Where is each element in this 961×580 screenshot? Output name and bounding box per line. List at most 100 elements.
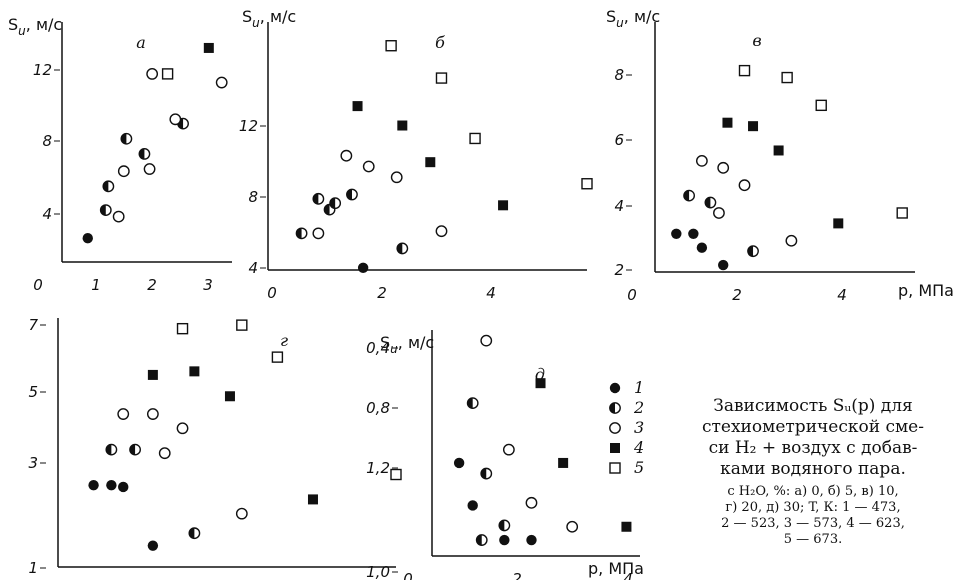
panel-4-series3-point-3 [235,507,248,520]
panel-4-letter: г [280,331,288,350]
panel-3-series1-point-3 [717,259,729,271]
caption-note-4: 5 — 673. [783,532,843,547]
panel-5-series2-point-0 [466,397,479,410]
caption-line-4: ками водяного пара. [720,459,906,479]
legend-label-4: 4 [633,438,644,457]
panel-4-series2-point-0 [105,443,118,456]
panel-1-series3-point-2 [143,163,156,175]
panel-1-series4-point-0 [203,42,214,53]
panel-3-ytick-2: 6 [614,131,624,149]
panel-5-series1-point-0 [453,457,465,469]
panel-2-ytick-0: 4 [248,259,258,277]
panel-4-series3-point-2 [176,422,189,435]
panel-3-ytick-0: 2 [614,261,624,279]
panel-2-ytick-2: 12 [239,117,258,135]
panel-1-series2-point-0 [99,204,112,217]
panel-4-ytick-1: 3 [28,454,38,472]
panel-5-series3-point-3 [566,520,579,533]
panel-2-series2-point-3-fill [329,197,336,209]
panel-3-y-axis-label: Su, м/с [606,7,660,30]
panel-3-series1-point-1 [688,228,699,240]
panel-5-xtick-0: 0 [403,570,413,580]
panel-5-series2-point-1-fill [481,468,487,479]
panel-2-series2-point-0 [295,227,308,240]
panel-1-series3-point-4 [169,113,182,126]
panel-1-series2-point-3 [138,147,151,160]
panel-1-series2-point-1 [102,180,115,193]
caption-line-1: Зависимость Sᵤ(p) для [713,396,913,416]
panel-1-series3-point-3 [146,67,159,80]
panel-4-series4-point-3 [307,494,318,505]
panel-3-series3-point-3 [738,179,751,192]
panel-2-series2-point-4-fill [346,189,352,200]
panel-3-xtick-2: 2 [732,286,742,304]
panel-4-series2-point-1 [129,443,141,456]
panel-3-xtick-4: 4 [837,286,847,304]
panel-2-series4-point-1 [397,120,408,131]
panel-4-series2-point-2 [188,527,201,540]
panel-3-x-axis-label: p, МПа [898,281,954,300]
panel-1-series2-point-1-fill [103,181,109,192]
panel-2: 0 2 4 4 8 12 Su, м/с б [239,7,593,302]
panel-2-letter: б [435,33,445,52]
panel-5-xtick-2: 2 [512,570,522,580]
panel-5-series2-point-1 [480,467,493,480]
panel-4-ytick-0: 1 [28,559,38,577]
panel-2-series3-point-3 [390,171,403,184]
panel-2-series3-point-1 [340,149,353,162]
panel-5-series2-point-2-fill [499,520,505,531]
caption-note-1: c H₂O, %: а) 0, б) 5, в) 10, [727,484,899,499]
panel-3-series5-point-1 [781,71,793,84]
panel-2-series2-point-4 [346,188,358,201]
panel-4-series3-point-1 [146,408,159,420]
legend-label-5: 5 [634,458,644,477]
caption-line-2: стехиометрической сме- [701,417,924,437]
panel-3-ytick-3: 8 [614,66,624,84]
panel-1-series2-point-2-fill [121,133,127,144]
panel-3-series5-point-0 [738,64,751,77]
legend-series3-point-2 [609,422,621,434]
panel-4-series4-point-1 [189,366,200,377]
panel-4-series2-point-1-fill [129,444,136,455]
legend-series5-point-4 [609,462,621,474]
panel-4-series3-point-4 [158,447,171,460]
panel-4-series2-point-0-fill [106,444,112,455]
panel-4-series2-point-2-fill [189,528,195,539]
panel-3-series3-point-1 [713,207,725,219]
panel-3-xtick-0: 0 [627,286,637,304]
panel-4-series5-point-2 [271,351,284,363]
panel-5-series4-point-2 [621,521,632,532]
panel-1-series5-point-0 [161,68,174,80]
panel-1-y-axis-label: Su, м/с [8,15,62,38]
panel-1-xtick-2: 2 [147,276,157,294]
panel-2-series5-point-0 [385,40,397,52]
panel-1-ytick-0: 4 [42,205,52,223]
panel-1-xtick-3: 3 [203,276,213,294]
panel-3-series2-point-0 [683,189,695,202]
panel-3-series4-point-0 [722,117,733,128]
panel-4-series3-point-0 [117,408,130,420]
panel-2-series5-point-2 [469,132,481,145]
panel-4-ytick-2: 5 [28,383,38,401]
panel-1-letter: а [136,33,146,52]
panel-2-series2-point-1-fill [313,193,319,205]
panel-4-series5-point-1 [236,319,248,331]
panel-1-series3-point-5 [215,76,228,89]
panel-1-xtick-0: 0 [33,276,43,294]
panel-4-series1-point-2 [118,481,129,493]
panel-4-series4-point-2 [224,391,235,402]
panel-3-series2-point-1-fill [705,197,711,208]
panel-2-series1-point-0 [357,262,369,274]
panel-2-series5-point-1 [435,72,448,84]
panel-3-series2-point-0-fill [683,190,690,201]
panel-4-ytick-3: 7 [28,316,38,334]
panel-1-series3-point-1 [117,165,130,178]
caption-note-2: г) 20, д) 30; T, К: 1 — 473, [725,500,901,515]
panel-3-ytick-1: 4 [614,197,624,215]
panel-3-letter: в [752,31,761,50]
panel-4-series1-point-3 [147,540,159,551]
panel-5-ytick-0: 1,0 [366,563,390,580]
panel-3-series4-point-2 [773,145,784,156]
panel-3-series2-point-1 [704,196,717,209]
